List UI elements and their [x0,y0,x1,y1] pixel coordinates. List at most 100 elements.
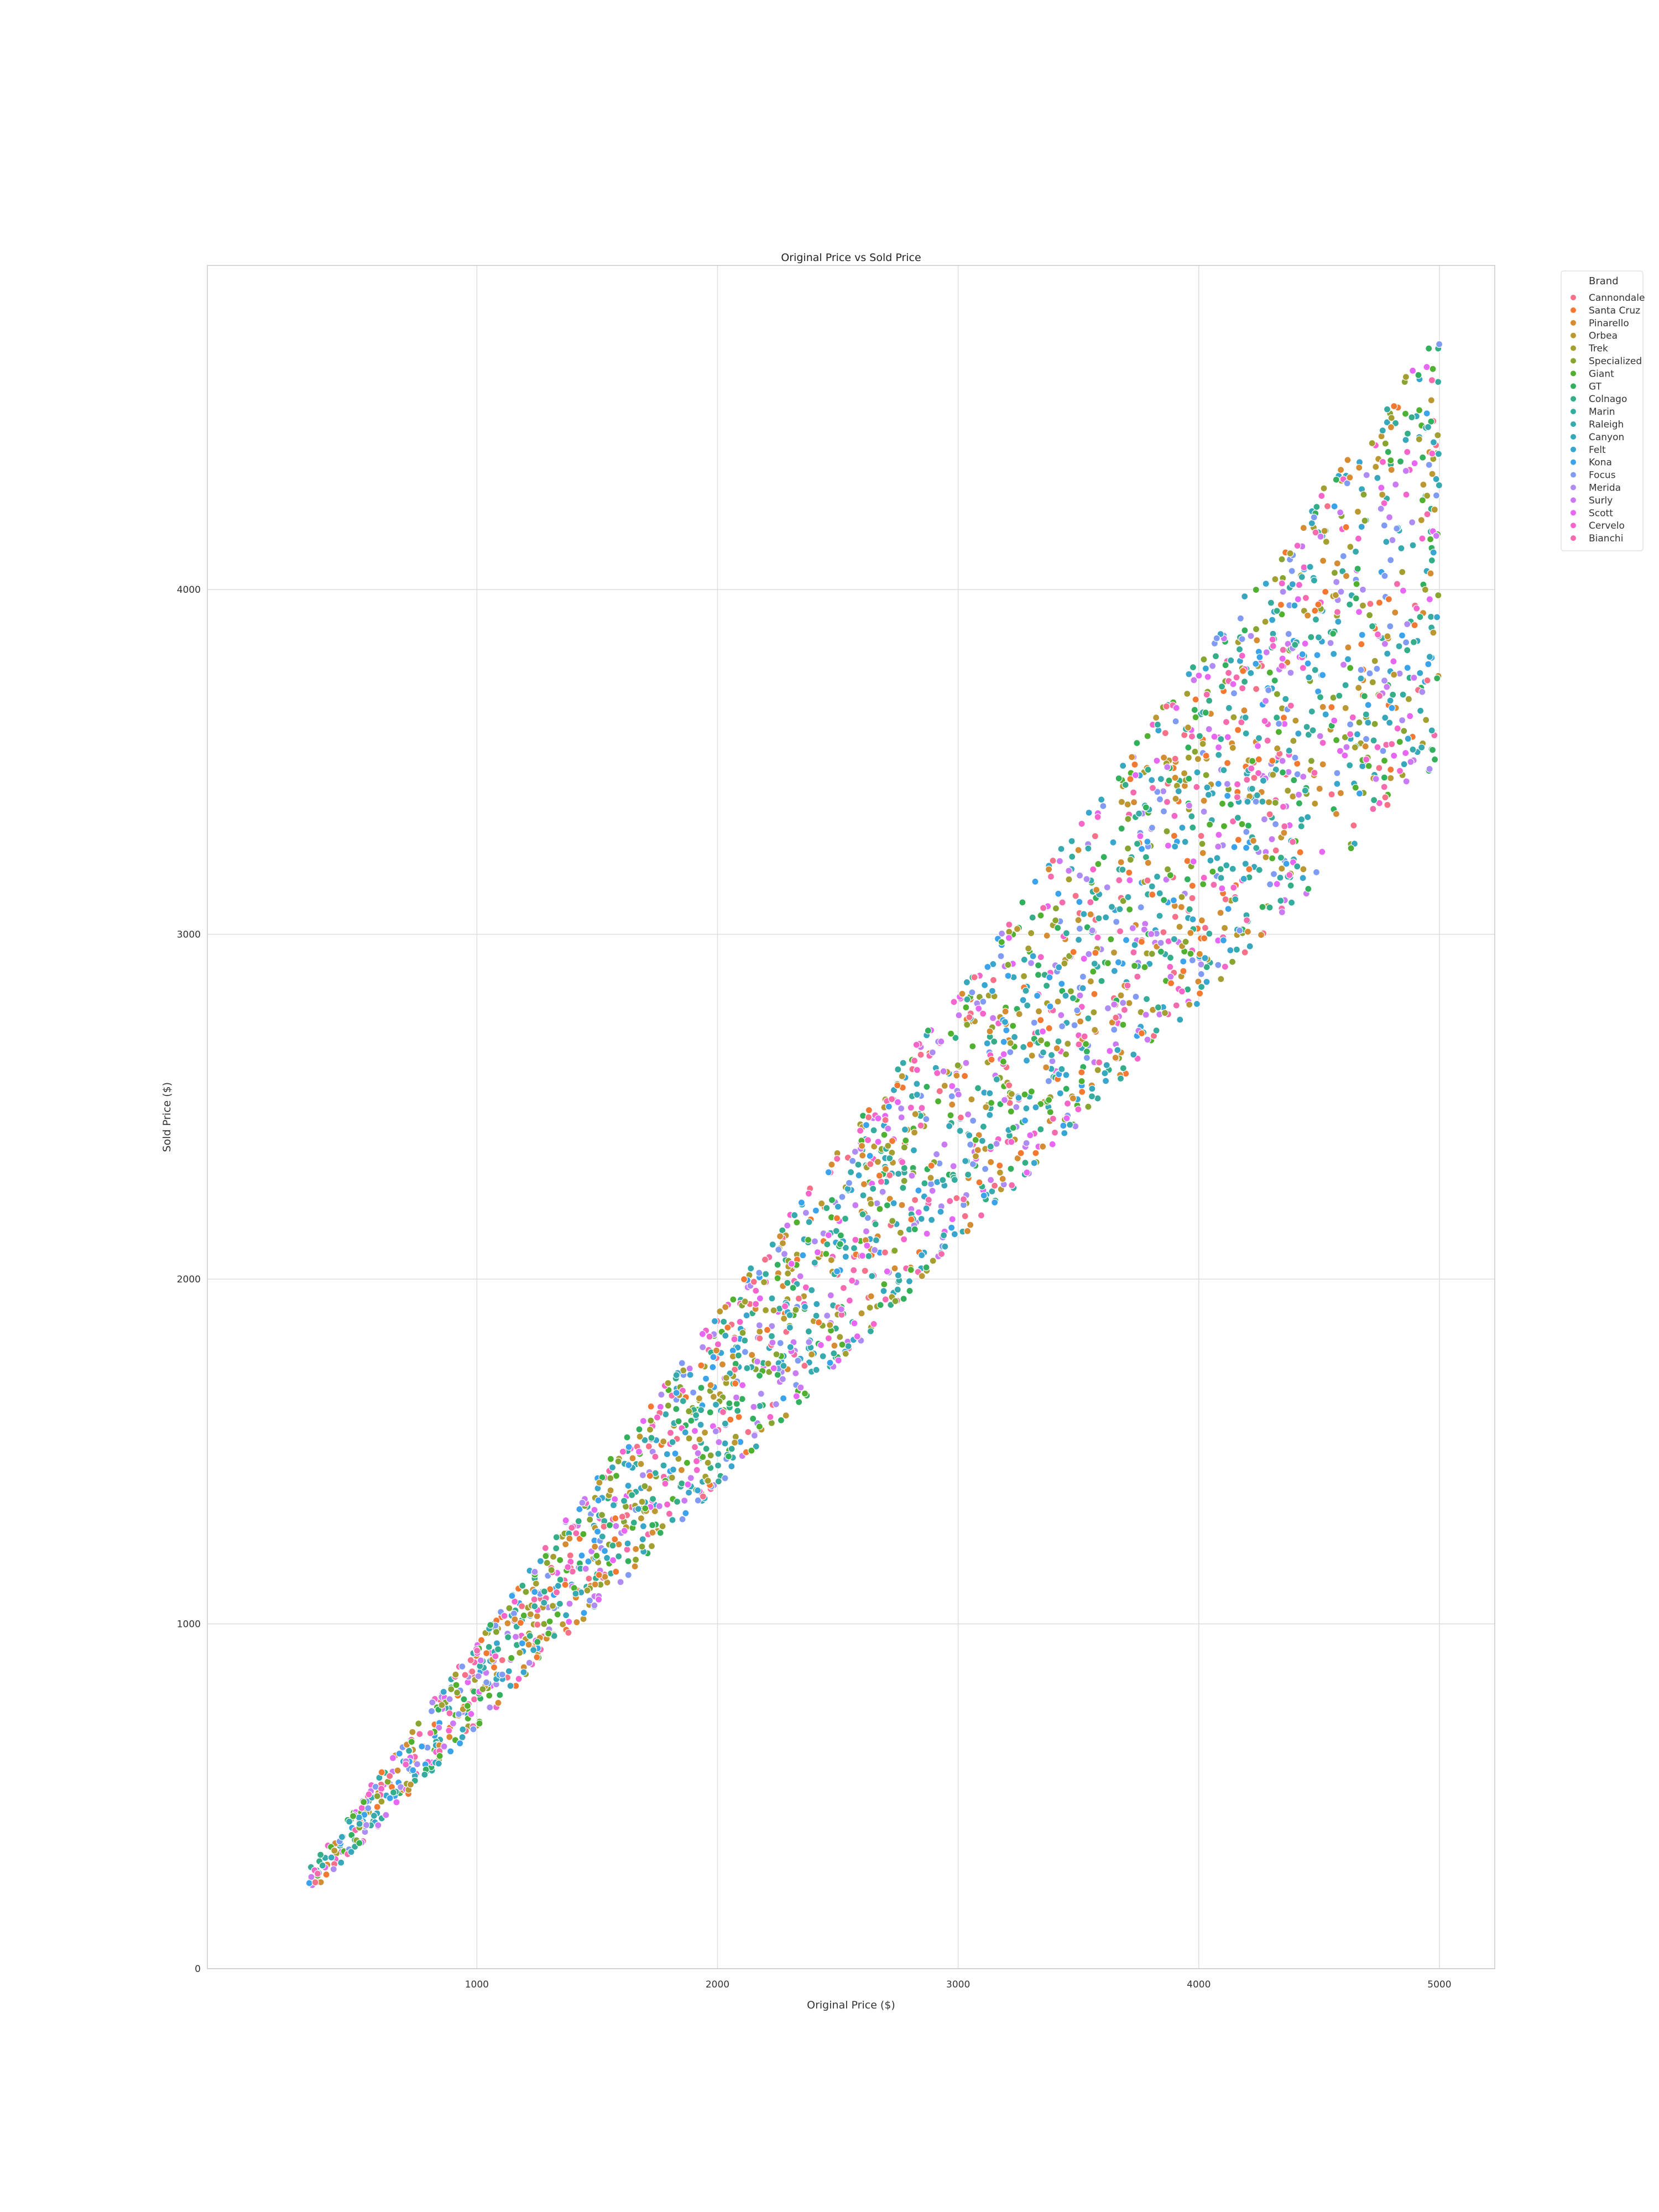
data-point [1026,1041,1034,1048]
data-point [1387,456,1395,465]
data-point [1347,844,1355,852]
data-point [1418,688,1426,696]
data-point [1265,686,1272,694]
data-point [844,1342,852,1350]
data-point [1355,608,1363,616]
data-point [813,1300,821,1308]
legend-label: Bianchi [1589,533,1623,544]
data-point [1233,674,1240,681]
data-point [811,1259,818,1266]
data-point [850,1266,858,1274]
data-point [1207,857,1214,864]
data-point [799,1251,807,1259]
data-point [1364,701,1372,709]
data-point [512,1633,520,1641]
data-point [543,1559,551,1567]
data-point [859,1151,867,1159]
data-point [865,1113,873,1121]
data-point [1427,397,1435,404]
data-point [1359,586,1367,593]
data-point [858,1310,865,1317]
data-point [1205,725,1213,733]
data-point [752,1300,760,1308]
data-point [1215,743,1223,752]
data-point [1119,999,1127,1007]
data-point [1392,481,1400,488]
data-point [1188,812,1196,820]
data-point [653,1413,661,1421]
data-point [712,1427,720,1435]
data-point [1390,671,1398,679]
data-point [823,1240,831,1248]
data-point [1304,612,1312,619]
data-point [664,1402,672,1410]
data-point [825,1232,832,1239]
data-point [929,1257,937,1265]
data-point [561,1581,569,1589]
data-point [1312,615,1320,623]
data-point [1166,963,1174,971]
data-point [1215,831,1223,839]
data-point [1214,961,1222,969]
data-point [768,1295,776,1302]
data-point [1411,460,1418,467]
data-point [1390,402,1398,410]
data-point [1099,802,1107,810]
data-point [1074,846,1082,854]
data-point [897,1104,905,1113]
data-point [530,1646,538,1654]
legend-label: Felt [1589,445,1606,456]
data-point [761,1256,769,1264]
data-point [1198,840,1206,848]
data-point [635,1448,643,1455]
data-point [1058,980,1066,988]
data-point [552,1545,560,1552]
data-point [1192,713,1199,721]
data-point [1352,547,1360,556]
data-point [1428,746,1437,754]
data-point [697,1361,705,1369]
data-point [663,1451,671,1458]
data-point [1434,591,1442,599]
data-point [874,1158,882,1166]
data-point [1390,658,1397,665]
data-point [1076,992,1084,999]
data-point [856,1126,864,1135]
data-point [1083,1054,1091,1062]
data-point [1419,453,1427,461]
data-point [1200,655,1208,664]
data-point [661,1480,669,1488]
data-point [844,1185,852,1193]
data-point [1273,607,1281,615]
data-point [1206,697,1213,705]
data-point [664,1379,672,1387]
legend-marker [1570,458,1577,466]
data-point [1337,588,1345,596]
data-point [1045,1024,1053,1032]
data-point [1386,697,1394,705]
data-point [867,1327,875,1335]
data-point [1144,859,1152,867]
data-point [1161,1009,1169,1017]
data-point [993,1140,1000,1147]
data-point [1103,1061,1110,1069]
data-point [1203,691,1211,698]
data-point [507,1682,514,1690]
data-point [612,1568,620,1575]
data-point [1115,774,1123,782]
data-point [870,1142,878,1150]
data-point [395,1750,403,1757]
data-point [637,1515,645,1522]
data-point [958,990,966,998]
data-point [1106,1047,1114,1055]
data-point [797,1199,806,1207]
data-point [1206,930,1213,938]
data-point [756,1295,764,1302]
data-point [990,1037,998,1046]
data-point [743,1312,750,1319]
data-point [967,1141,974,1149]
data-point [1427,570,1434,577]
data-point [1237,614,1244,622]
data-point [876,1205,884,1213]
data-point [1019,899,1026,906]
